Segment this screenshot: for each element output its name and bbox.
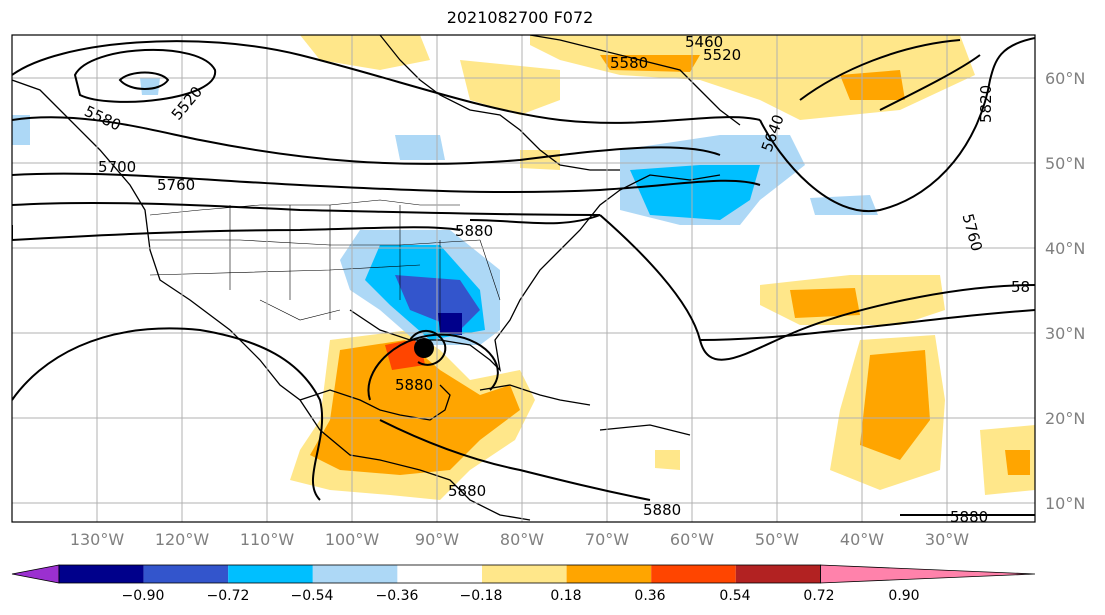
lon-label: 130°W [70, 530, 125, 549]
contour-label: 5880 [395, 376, 433, 394]
colorbar-extend-max [820, 564, 1036, 584]
colorbar-segment [143, 565, 229, 583]
colorbar-segment [566, 565, 652, 583]
height-contours [12, 37, 1035, 516]
strong-positive-region [860, 350, 930, 460]
hurricane-symbol [414, 338, 434, 358]
lat-label: 50°N [1045, 154, 1085, 173]
lon-label: 120°W [155, 530, 210, 549]
contour-label: 5700 [98, 158, 136, 176]
colorbar-tick-label: −0.54 [291, 588, 334, 604]
colorbar-tick-label: −0.36 [376, 588, 419, 604]
colorbar-tick-label: 0.54 [719, 588, 750, 604]
strong-positive-region [790, 288, 860, 318]
forecast-map: 5460 5520 5580 5520 5580 5640 5820 5700 … [11, 33, 1085, 549]
lon-label: 100°W [325, 530, 380, 549]
contour-label: 5880 [455, 222, 493, 240]
lon-label: 90°W [415, 530, 459, 549]
colorbar-segments [11, 564, 1036, 584]
positive-anomaly-region [460, 60, 560, 115]
colorbar-tick-label: 0.72 [803, 588, 834, 604]
negative-anomaly-region [140, 78, 160, 95]
lon-label: 60°W [670, 530, 714, 549]
contour-label: 5820 [977, 85, 995, 123]
lat-label: 30°N [1045, 324, 1085, 343]
lat-label: 60°N [1045, 69, 1085, 88]
coastlines [12, 35, 741, 521]
colorbar-tick-label: 0.36 [634, 588, 665, 604]
contour-label: 5580 [610, 54, 648, 72]
colorbar-tick-label: −0.90 [122, 588, 165, 604]
latitude-labels: 60°N 50°N 40°N 30°N 20°N 10°N [1045, 69, 1085, 513]
hurricane-symbol [409, 330, 447, 366]
colorbar-segment [397, 565, 482, 583]
extreme-negative-region [438, 313, 462, 335]
colorbar-frame [58, 564, 821, 584]
colorbar-segment [651, 565, 736, 583]
lon-label: 30°W [925, 530, 969, 549]
shading-layer [12, 35, 1035, 500]
positive-anomaly-region [520, 150, 560, 170]
colorbar-tick-label: −0.72 [207, 588, 250, 604]
strong-positive-region [1005, 450, 1030, 475]
strong-positive-region [310, 340, 520, 475]
contour-label: 5880 [448, 482, 486, 500]
contour-label: 5460 [685, 33, 723, 51]
contour-label: 58 [1011, 278, 1030, 296]
negative-anomaly-region [12, 115, 30, 145]
colorbar-tick-label: −0.18 [460, 588, 503, 604]
map-title: 2021082700 F072 [446, 8, 594, 27]
lon-label: 80°W [500, 530, 544, 549]
colorbar-segment [59, 565, 144, 583]
colorbar-extend-min [11, 564, 60, 584]
colorbar-segment [735, 565, 821, 583]
lon-label: 110°W [240, 530, 295, 549]
lat-label: 40°N [1045, 239, 1085, 258]
colorbar-segment [228, 565, 313, 583]
contour-label: 5760 [157, 176, 195, 194]
lon-label: 40°W [840, 530, 884, 549]
colorbar-ticks: −0.90 −0.72 −0.54 −0.36 −0.18 0.18 0.36 … [122, 588, 920, 604]
longitude-labels: 130°W 120°W 110°W 100°W 90°W 80°W 70°W 6… [70, 530, 969, 549]
colorbar-segment [482, 565, 567, 583]
colorbar-tick-label: 0.90 [888, 588, 919, 604]
contour-label: 5880 [643, 501, 681, 519]
colorbar-tick-label: 0.18 [550, 588, 581, 604]
lon-label: 70°W [585, 530, 629, 549]
lat-label: 20°N [1045, 409, 1085, 428]
lat-label: 10°N [1045, 494, 1085, 513]
strong-positive-region [600, 55, 700, 72]
graticule [12, 35, 1035, 522]
contour-label: 5520 [703, 46, 741, 64]
positive-anomaly-region [655, 450, 680, 470]
colorbar-segment [312, 565, 398, 583]
negative-anomaly-region [395, 135, 445, 160]
map-frame [11, 34, 1036, 523]
lon-label: 50°W [755, 530, 799, 549]
positive-anomaly-region [300, 35, 430, 70]
moderate-negative-region [630, 165, 760, 220]
